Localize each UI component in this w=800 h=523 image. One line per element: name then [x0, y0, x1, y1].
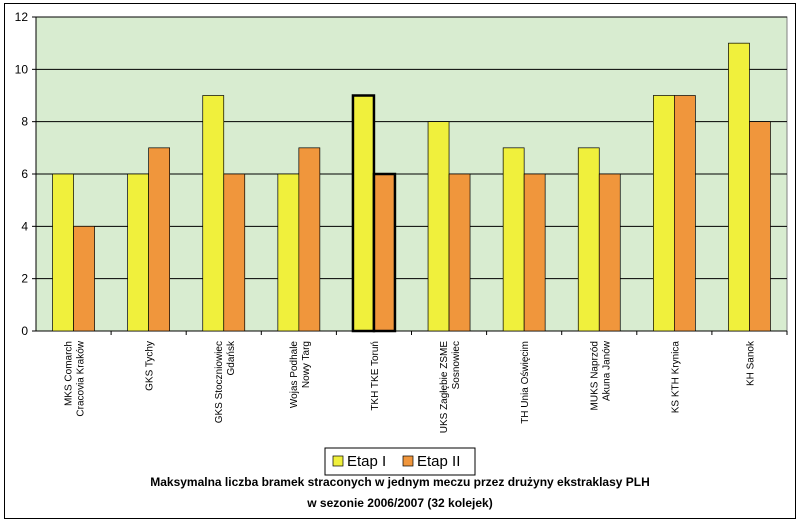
bar-9-series-1	[749, 121, 771, 332]
caption-line-1: Maksymalna liczba bramek straconych w je…	[150, 475, 650, 489]
category-label-4: TKH TKE Toruń	[370, 341, 381, 411]
category-label-0-line-1: Cracovia Kraków	[76, 340, 87, 416]
bar-3-series-0	[277, 173, 300, 332]
bar-0-series-0	[52, 173, 74, 332]
category-label-5-line-1: Sosnowiec	[451, 341, 462, 389]
category-label-3-line-1: Nowy Targ	[301, 341, 312, 388]
legend-label-1: Etap II	[417, 453, 460, 470]
bar-4-series-1	[372, 172, 397, 333]
category-label-3-line-0: Wojas Podhale	[289, 341, 300, 409]
y-tick-label-6: 6	[21, 167, 28, 181]
bar-2-series-1	[223, 173, 246, 332]
legend-box	[324, 447, 476, 476]
bar-7-series-0	[577, 147, 600, 332]
bar-7-series-1	[598, 173, 621, 332]
bar-2-series-0	[202, 95, 225, 332]
y-tick-label-12: 12	[15, 10, 29, 24]
bar-0-series-1	[73, 225, 95, 332]
bar-9-series-0	[728, 42, 750, 332]
bar-6-series-0	[502, 147, 525, 332]
y-tick-label-8: 8	[21, 115, 28, 129]
category-label-9: KH Sanok	[745, 340, 756, 386]
category-label-0-line-0: MKS Comarch	[64, 341, 75, 406]
category-label-5-line-0: UKS Zagłębie ZSME	[439, 341, 450, 434]
bar-5-series-0	[427, 121, 450, 332]
bar-3-series-1	[298, 147, 321, 332]
bar-6-series-1	[523, 173, 546, 332]
bar-1-series-1	[148, 147, 170, 332]
legend-swatch-1	[402, 455, 414, 467]
category-label-6: TH Unia Oświęcim	[520, 341, 531, 424]
category-label-8: KS KTH Krynica	[670, 341, 681, 414]
y-tick-label-4: 4	[21, 219, 28, 233]
category-label-2-line-1: Gdańsk	[226, 340, 237, 375]
legend-swatch-0	[332, 455, 344, 467]
chart-caption: Maksymalna liczba bramek straconych w je…	[0, 472, 800, 514]
caption-line-2: w sezonie 2006/2007 (32 kolejek)	[307, 496, 493, 510]
bar-1-series-0	[127, 173, 150, 332]
bar-5-series-1	[448, 173, 471, 332]
legend-label-0: Etap I	[347, 453, 386, 470]
category-label-1: GKS Tychy	[145, 341, 156, 391]
bar-4-series-0	[351, 94, 376, 333]
category-label-2-line-0: GKS Stoczniowiec	[214, 341, 225, 423]
bar-8-series-0	[652, 95, 675, 332]
y-tick-label-10: 10	[15, 62, 29, 76]
y-tick-label-2: 2	[21, 272, 28, 286]
bar-8-series-1	[673, 95, 696, 332]
category-label-7-line-1: Akuna Janów	[601, 340, 612, 401]
category-label-7-line-0: MUKS Naprzód	[589, 341, 600, 410]
y-tick-label-0: 0	[21, 324, 28, 338]
